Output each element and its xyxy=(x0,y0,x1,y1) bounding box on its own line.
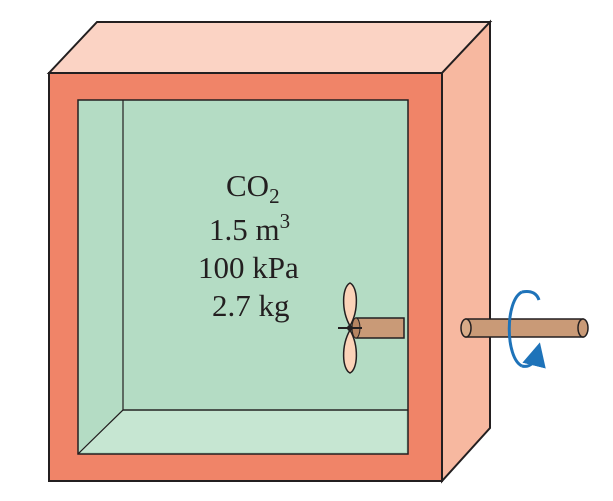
shaft-outer xyxy=(465,318,584,338)
inner-floor-highlight xyxy=(80,411,406,452)
gas-volume-label: 1.5 m3 xyxy=(209,209,290,247)
tank-top-face xyxy=(46,21,493,74)
gas-region xyxy=(77,99,409,455)
tank-side-face xyxy=(441,19,491,484)
gas-pressure-label: 100 kPa xyxy=(198,250,299,285)
propeller-icon xyxy=(338,282,362,374)
gas-formula-label: CO2 xyxy=(226,168,280,208)
gas-mass-label: 2.7 kg xyxy=(212,288,290,323)
shaft-inner xyxy=(355,317,405,339)
rotation-arrow-icon xyxy=(507,290,546,369)
